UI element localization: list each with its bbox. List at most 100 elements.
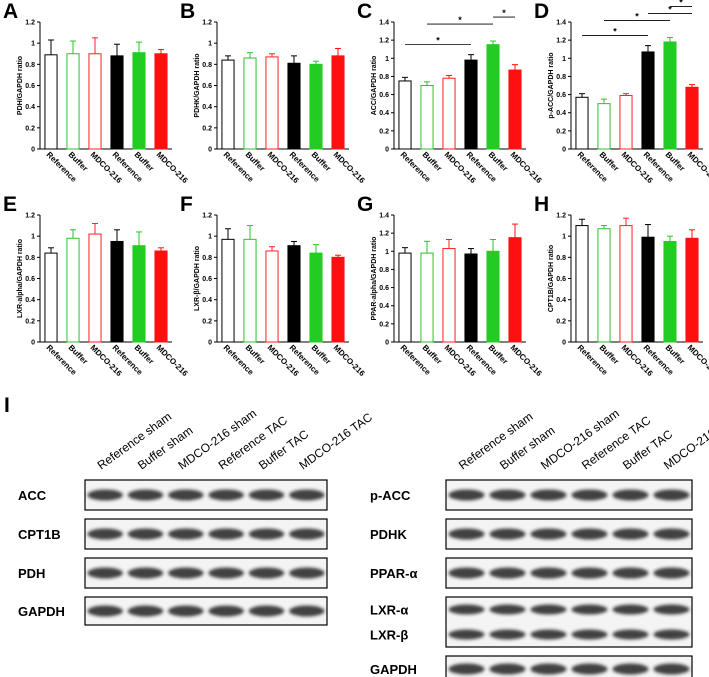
y-tick-label: 0.6 — [556, 92, 566, 99]
blot-band — [530, 663, 567, 675]
y-tick-label: 0.6 — [379, 92, 389, 99]
y-tick-label: 0.8 — [25, 255, 35, 262]
blot-band — [612, 567, 649, 579]
x-tick-label: MDCO-216 — [155, 150, 190, 185]
panel-letter: D — [534, 0, 549, 23]
blot-band — [448, 663, 485, 675]
bar — [44, 252, 58, 343]
y-tick-label: 1 — [208, 41, 212, 48]
y-tick-label: 1.4 — [379, 20, 389, 27]
y-tick-label: 0.6 — [202, 276, 212, 283]
y-tick-label: 0.4 — [379, 303, 389, 310]
y-tick-label: 1.2 — [379, 231, 389, 238]
y-axis-title: LXR-β/GAPDH ratio — [194, 246, 201, 311]
bar — [221, 59, 235, 150]
blot-band — [248, 567, 285, 579]
blot-band — [653, 567, 690, 579]
y-tick-label: 1.4 — [379, 213, 389, 220]
y-axis-title: PDH/GAPDH ratio — [17, 56, 24, 115]
row-label: GAPDH — [18, 604, 65, 619]
row-label: PDH — [18, 566, 45, 581]
y-tick-label: 0.6 — [25, 83, 35, 90]
y-tick-label: 0.6 — [379, 285, 389, 292]
bar — [420, 252, 434, 343]
y-tick-label: 1 — [385, 249, 389, 256]
x-tick-label: MDCO-216 — [332, 343, 367, 378]
bar — [309, 63, 323, 150]
blot-band — [571, 604, 608, 615]
y-tick-label: 1.2 — [202, 213, 212, 220]
bar — [663, 240, 677, 343]
blot-frame — [445, 518, 693, 550]
blot-band — [448, 629, 485, 640]
bar — [641, 236, 655, 343]
blot-band — [489, 604, 526, 615]
y-tick-label: 0.2 — [379, 321, 389, 328]
blot-band — [208, 567, 244, 579]
y-tick-label: 0.4 — [25, 297, 35, 304]
bar — [486, 44, 500, 150]
blot-frame — [84, 479, 328, 511]
y-tick-label: 1 — [385, 56, 389, 63]
blot-band — [612, 604, 649, 615]
bar — [132, 52, 146, 150]
y-tick-label: 1.4 — [556, 20, 566, 27]
bar — [486, 250, 500, 343]
bar — [331, 256, 345, 343]
lane-label: MDCO-216 TAC — [296, 410, 375, 473]
blot-band — [489, 528, 526, 540]
blot-band — [289, 567, 325, 579]
blot-band — [571, 567, 608, 579]
bar — [641, 51, 655, 150]
blot-band — [168, 528, 204, 540]
y-tick-label: 0 — [562, 147, 566, 154]
panel-letter: H — [534, 193, 549, 216]
blot-band — [448, 567, 485, 579]
bar — [309, 252, 323, 343]
blot-band — [530, 489, 567, 501]
y-tick-label: 1 — [562, 56, 566, 63]
blot-band — [489, 489, 526, 501]
y-tick-label: 1.2 — [556, 213, 566, 220]
x-tick-label: MDCO-216 — [509, 150, 544, 185]
y-axis-title: PDHK/GAPDH ratio — [194, 53, 201, 117]
bar — [508, 237, 522, 343]
significance-label: * — [679, 0, 683, 7]
bar — [243, 57, 257, 150]
bar — [464, 59, 478, 150]
row-label: PDHK — [370, 527, 407, 542]
bar — [685, 237, 699, 343]
blot-band — [87, 489, 123, 501]
blot-band — [127, 489, 164, 501]
y-tick-label: 0.2 — [25, 125, 35, 132]
bar — [398, 252, 412, 343]
blot-band — [448, 489, 485, 501]
blot-band — [653, 489, 690, 501]
bar — [597, 228, 611, 343]
bar — [287, 245, 301, 343]
bar — [88, 53, 102, 150]
bar — [685, 86, 699, 150]
y-tick-label: 0.8 — [202, 255, 212, 262]
bar — [663, 41, 677, 150]
significance-label: * — [502, 8, 506, 18]
bar — [110, 240, 124, 343]
panel-letter: I — [4, 394, 10, 417]
blot-band — [248, 489, 285, 501]
bar — [154, 250, 168, 343]
y-tick-label: 0.8 — [25, 62, 35, 69]
blot-band — [168, 567, 204, 579]
y-tick-label: 1.2 — [202, 20, 212, 27]
y-axis-title: p-ACC/GAPDH ratio — [548, 52, 555, 118]
y-tick-label: 0.4 — [379, 110, 389, 117]
blot-band — [87, 528, 123, 540]
blot-band — [448, 604, 485, 615]
y-tick-label: 0.8 — [556, 255, 566, 262]
significance-label: * — [458, 15, 462, 25]
blot-frame — [445, 596, 693, 648]
significance-label: * — [635, 11, 639, 21]
blot-band — [87, 605, 123, 617]
blot-band — [168, 489, 204, 501]
y-tick-label: 0.8 — [556, 74, 566, 81]
